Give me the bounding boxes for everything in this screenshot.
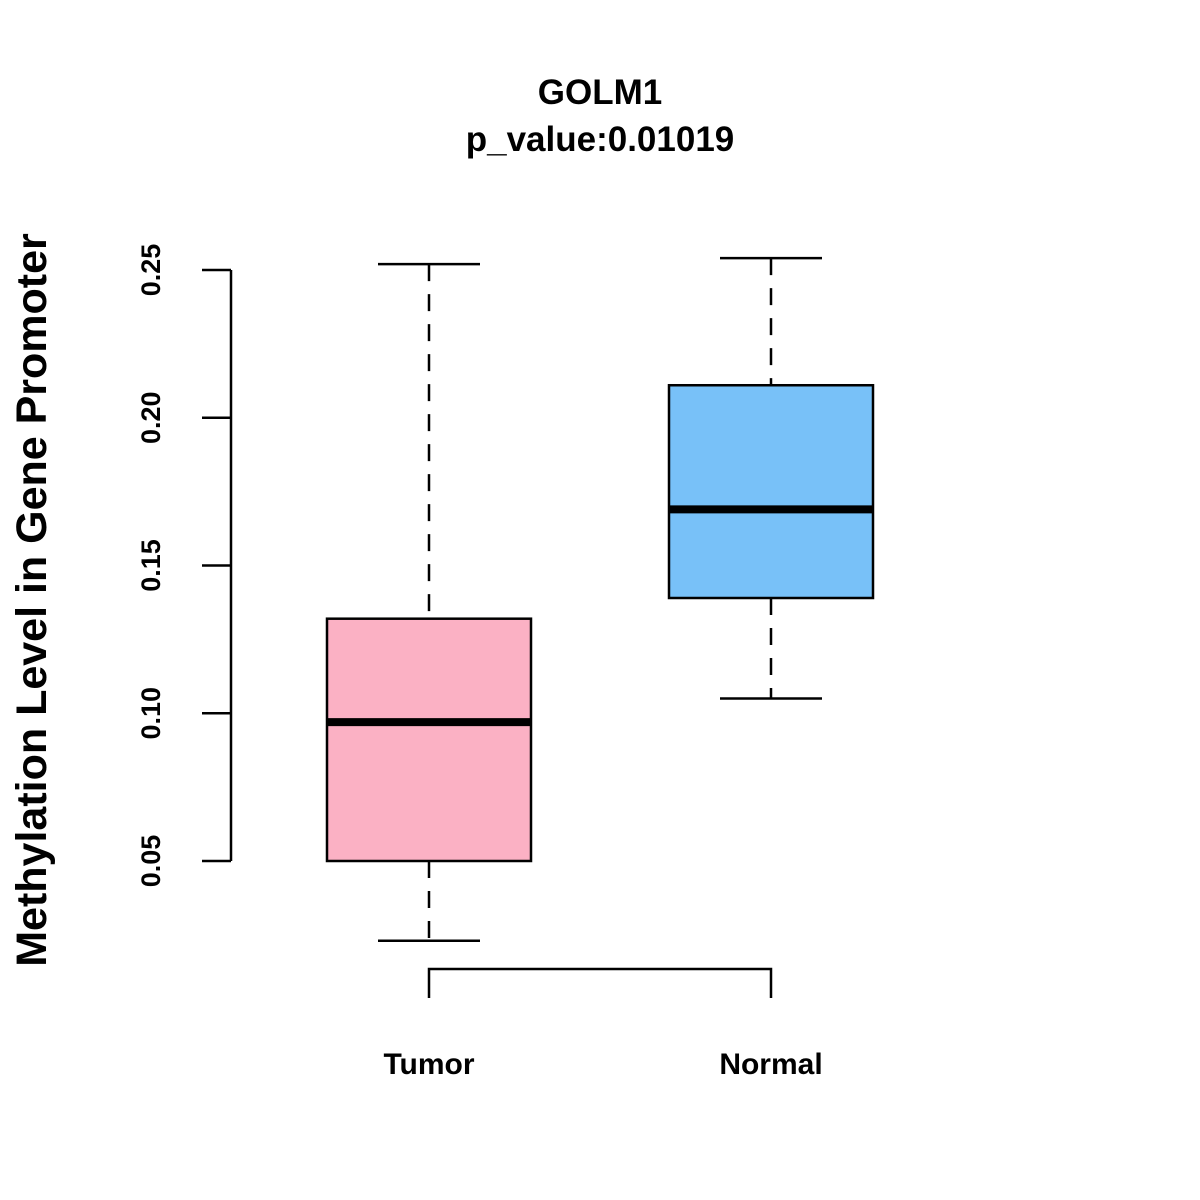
y-tick-label: 0.10 <box>136 687 166 740</box>
x-tick-label-normal: Normal <box>719 1048 822 1081</box>
chart-subtitle: p_value:0.01019 <box>466 120 735 159</box>
box-group <box>325 256 875 943</box>
box-tumor <box>325 262 533 943</box>
bracket-line <box>427 967 773 998</box>
box-body <box>667 383 875 600</box>
y-tick-label: 0.25 <box>136 244 166 297</box>
box-body <box>325 617 533 863</box>
x-axis-labels: Tumor Normal <box>383 1048 822 1081</box>
y-tick-label: 0.20 <box>136 391 166 444</box>
y-axis-label: Methylation Level in Gene Promoter <box>8 233 56 967</box>
y-tick-label: 0.15 <box>136 539 166 592</box>
x-tick-label-tumor: Tumor <box>383 1048 474 1081</box>
y-axis: 0.05 0.10 0.15 0.20 0.25 <box>136 244 233 888</box>
chart-title: GOLM1 <box>538 73 662 112</box>
y-tick-label: 0.05 <box>136 835 166 888</box>
box-normal <box>667 256 875 700</box>
significance-bracket <box>427 967 773 998</box>
